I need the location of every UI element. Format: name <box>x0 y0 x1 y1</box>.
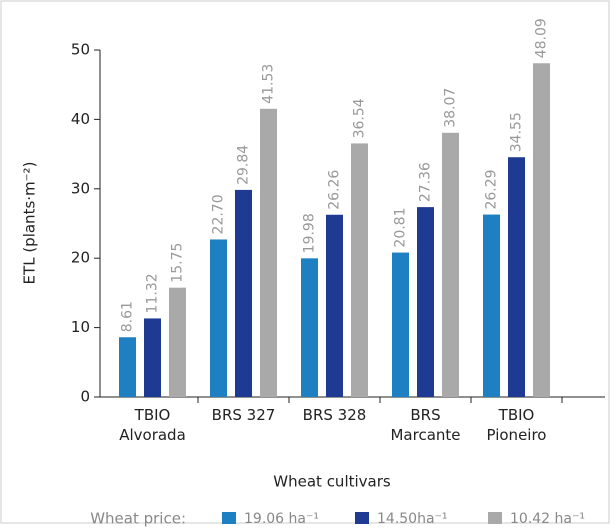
legend-swatch <box>355 512 369 524</box>
x-tick-label: BRS 328 <box>302 406 367 424</box>
value-label: 48.09 <box>534 18 550 58</box>
bar <box>235 189 252 397</box>
bar <box>260 108 277 397</box>
legend-label: 14.50ha⁻¹ <box>377 511 448 527</box>
x-tick-label: BRS 327 <box>211 406 276 424</box>
y-tick-label: 20 <box>71 249 90 267</box>
legend-title: Wheat price: <box>90 510 186 528</box>
value-label: 38.07 <box>443 88 459 128</box>
y-tick-label: 0 <box>80 388 90 406</box>
value-label: 26.26 <box>327 170 343 210</box>
bar <box>301 258 318 397</box>
x-tick-label: TBIO Alvorada <box>119 406 186 444</box>
bar <box>392 252 409 397</box>
y-axis-label: ETL (plants·m⁻²) <box>21 162 39 285</box>
bar <box>483 214 500 397</box>
bar <box>210 239 227 397</box>
y-tick-label: 10 <box>71 318 90 336</box>
bar <box>169 287 186 397</box>
frame <box>0 0 610 524</box>
bar <box>417 207 434 397</box>
legend-label: 10.42 ha⁻¹ <box>510 511 585 527</box>
x-tick-label: TBIO Pioneiro <box>486 406 547 444</box>
bar <box>508 157 525 397</box>
value-label: 11.32 <box>145 273 161 313</box>
x-axis-label: Wheat cultivars <box>273 473 391 491</box>
y-tick-label: 40 <box>71 110 90 128</box>
bar <box>442 132 459 398</box>
legend-swatch <box>222 512 236 524</box>
value-label: 34.55 <box>509 112 525 152</box>
value-label: 20.81 <box>393 207 409 247</box>
bar <box>119 337 136 397</box>
legend-label: 19.06 ha⁻¹ <box>244 511 319 527</box>
value-label: 41.53 <box>261 64 277 104</box>
bar <box>144 318 161 397</box>
value-label: 36.54 <box>352 98 368 138</box>
value-label: 27.36 <box>418 162 434 202</box>
bar <box>326 214 343 397</box>
value-label: 15.75 <box>170 243 186 283</box>
value-label: 22.70 <box>211 194 227 234</box>
bar <box>533 63 550 397</box>
y-tick-label: 30 <box>71 179 90 197</box>
value-label: 19.98 <box>302 213 318 253</box>
value-label: 29.84 <box>236 145 252 185</box>
bar <box>351 143 368 397</box>
value-label: 26.29 <box>484 169 500 209</box>
legend-swatch <box>488 512 502 524</box>
value-label: 8.61 <box>120 301 136 332</box>
x-tick-label: BRS Marcante <box>390 406 461 444</box>
y-tick-label: 50 <box>71 41 90 59</box>
